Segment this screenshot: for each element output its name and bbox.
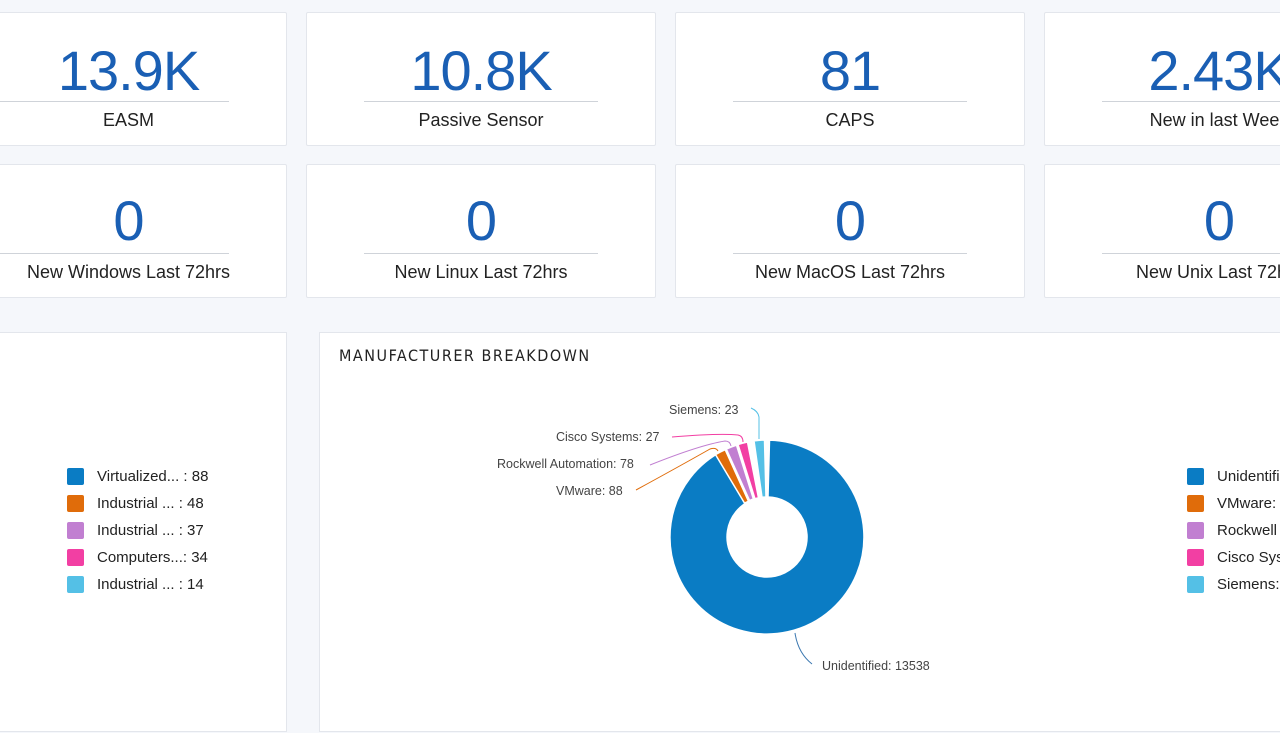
stat-value: 10.8K bbox=[410, 39, 552, 102]
divider bbox=[364, 253, 598, 254]
legend-item[interactable]: Cisco Systems: 27 bbox=[1187, 544, 1280, 571]
stat-card-easm[interactable]: 13.9K EASM bbox=[0, 12, 287, 146]
stat-value: 0 bbox=[834, 189, 866, 252]
stat-value: 2.43K bbox=[1148, 39, 1280, 102]
manufacturer-breakdown-panel: MANUFACTURER BREAKDOWN Siemens: 23 Cisco… bbox=[319, 332, 1280, 732]
stat-card-new-macos[interactable]: 0 New MacOS Last 72hrs bbox=[675, 164, 1025, 298]
callout-cisco: Cisco Systems: 27 bbox=[556, 430, 660, 444]
leader-line-siemens bbox=[750, 407, 760, 439]
legend-item[interactable]: Industrial ... : 14 bbox=[67, 571, 208, 598]
stat-card-new-unix[interactable]: 0 New Unix Last 72hrs bbox=[1044, 164, 1280, 298]
legend-label: Computers...: 34 bbox=[97, 549, 208, 566]
stat-label: New Unix Last 72hrs bbox=[1135, 262, 1280, 282]
stat-label: CAPS bbox=[825, 110, 875, 130]
legend-item[interactable]: Rockwell Automation: 78 bbox=[1187, 517, 1280, 544]
manufacturer-donut-chart[interactable] bbox=[320, 333, 1280, 733]
leader-line-cisco bbox=[671, 433, 744, 443]
stat-label: New MacOS Last 72hrs bbox=[754, 262, 946, 282]
slice-rockwell[interactable] bbox=[725, 444, 755, 502]
legend-item[interactable]: Industrial ... : 48 bbox=[67, 490, 208, 517]
legend-item[interactable]: Computers...: 34 bbox=[67, 544, 208, 571]
callout-vmware: VMware: 88 bbox=[556, 484, 623, 498]
leader-line-vmware bbox=[635, 447, 719, 491]
legend-swatch bbox=[1187, 468, 1204, 485]
legend-swatch bbox=[67, 495, 84, 512]
legend-item[interactable]: Industrial ... : 37 bbox=[67, 517, 208, 544]
divider bbox=[733, 101, 967, 102]
divider bbox=[1102, 101, 1280, 102]
legend-swatch bbox=[1187, 495, 1204, 512]
legend-swatch bbox=[1187, 576, 1204, 593]
stat-value: 81 bbox=[819, 39, 881, 102]
divider bbox=[733, 253, 967, 254]
stat-value: 0 bbox=[113, 189, 144, 252]
stat-label: New Windows Last 72hrs bbox=[26, 262, 231, 282]
panel-title: MANUFACTURER BREAKDOWN bbox=[339, 346, 591, 365]
category-legend: Virtualized... : 88 Industrial ... : 48 … bbox=[67, 463, 208, 598]
leader-line-unidentified bbox=[794, 632, 813, 665]
slice-cisco[interactable] bbox=[737, 441, 760, 500]
stat-card-passive-sensor[interactable]: 10.8K Passive Sensor bbox=[306, 12, 656, 146]
stat-card-new-last-week[interactable]: 2.43K New in last Week bbox=[1044, 12, 1280, 146]
divider bbox=[0, 101, 229, 102]
stat-label: New in last Week bbox=[1149, 110, 1280, 130]
slice-vmware[interactable] bbox=[714, 448, 750, 505]
legend-item[interactable]: Virtualized... : 88 bbox=[67, 463, 208, 490]
legend-item[interactable]: VMware: 88 bbox=[1187, 490, 1280, 517]
legend-label: Unidentified: 13538 bbox=[1217, 468, 1280, 485]
legend-label: Siemens: 23 bbox=[1217, 576, 1280, 593]
stat-label: EASM bbox=[102, 110, 154, 130]
leader-line-rockwell bbox=[649, 440, 732, 466]
callout-unidentified: Unidentified: 13538 bbox=[822, 659, 930, 673]
legend-swatch bbox=[67, 522, 84, 539]
legend-swatch bbox=[1187, 522, 1204, 539]
legend-label: Industrial ... : 14 bbox=[97, 576, 204, 593]
stat-value: 0 bbox=[465, 189, 497, 252]
slice-unidentified[interactable] bbox=[669, 439, 865, 635]
divider bbox=[364, 101, 598, 102]
legend-label: Industrial ... : 48 bbox=[97, 495, 204, 512]
stat-value: 13.9K bbox=[57, 39, 200, 102]
callout-rockwell: Rockwell Automation: 78 bbox=[497, 457, 634, 471]
legend-label: Rockwell Automation: 78 bbox=[1217, 522, 1280, 539]
legend-label: Virtualized... : 88 bbox=[97, 468, 209, 485]
legend-swatch bbox=[1187, 549, 1204, 566]
stat-label: Passive Sensor bbox=[418, 110, 544, 130]
stat-card-caps[interactable]: 81 CAPS bbox=[675, 12, 1025, 146]
legend-swatch bbox=[67, 468, 84, 485]
manufacturer-legend: Unidentified: 13538 VMware: 88 Rockwell … bbox=[1187, 463, 1280, 598]
legend-swatch bbox=[67, 576, 84, 593]
legend-swatch bbox=[67, 549, 84, 566]
legend-label: Cisco Systems: 27 bbox=[1217, 549, 1280, 566]
divider bbox=[0, 253, 229, 254]
legend-label: VMware: 88 bbox=[1217, 495, 1280, 512]
slice-siemens[interactable] bbox=[753, 439, 767, 499]
legend-label: Industrial ... : 37 bbox=[97, 522, 204, 539]
divider bbox=[1102, 253, 1280, 254]
legend-item[interactable]: Unidentified: 13538 bbox=[1187, 463, 1280, 490]
stat-value: 0 bbox=[1203, 189, 1235, 252]
category-breakdown-panel: Virtualized... : 88 Industrial ... : 48 … bbox=[0, 332, 287, 732]
stat-card-new-windows[interactable]: 0 New Windows Last 72hrs bbox=[0, 164, 287, 298]
stat-card-new-linux[interactable]: 0 New Linux Last 72hrs bbox=[306, 164, 656, 298]
legend-item[interactable]: Siemens: 23 bbox=[1187, 571, 1280, 598]
callout-siemens: Siemens: 23 bbox=[669, 403, 739, 417]
stat-label: New Linux Last 72hrs bbox=[394, 262, 568, 282]
